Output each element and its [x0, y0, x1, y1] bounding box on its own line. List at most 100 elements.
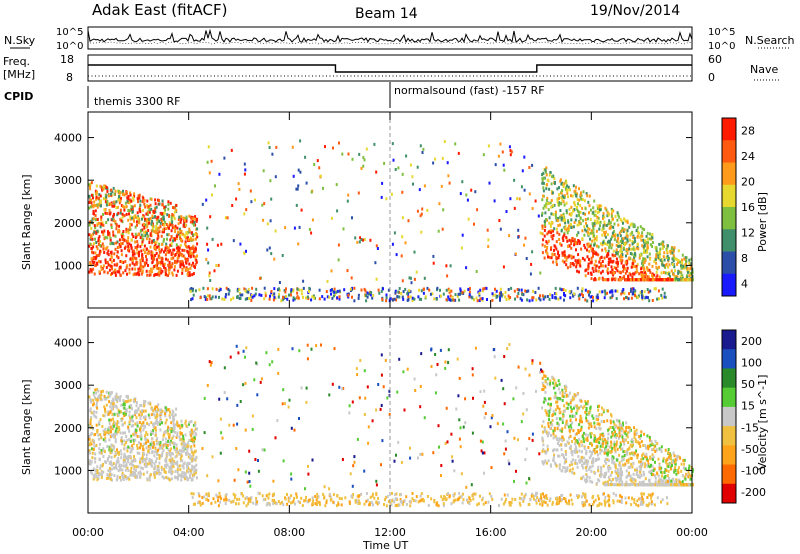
radar-pixel: [640, 290, 643, 293]
radar-pixel: [89, 409, 92, 413]
radar-pixel: [570, 254, 573, 258]
radar-pixel: [94, 214, 97, 218]
radar-pixel: [93, 441, 96, 445]
radar-pixel: [106, 251, 109, 255]
radar-pixel: [120, 233, 123, 237]
radar-pixel: [125, 435, 128, 438]
radar-pixel: [118, 428, 121, 432]
radar-pixel: [119, 199, 122, 203]
radar-pixel: [110, 418, 113, 422]
radar-pixel: [99, 418, 102, 422]
radar-pixel: [167, 246, 170, 250]
radar-pixel: [649, 243, 652, 247]
radar-pixel: [458, 298, 461, 302]
radar-pixel: [194, 423, 197, 427]
radar-pixel: [88, 270, 91, 274]
radar-pixel: [183, 471, 186, 475]
radar-pixel: [584, 269, 587, 273]
radar-pixel: [587, 242, 590, 246]
radar-pixel: [578, 240, 581, 244]
radar-pixel: [561, 183, 564, 187]
radar-pixel: [97, 259, 100, 263]
radar-pixel: [617, 436, 620, 440]
radar-pixel: [635, 432, 638, 436]
radar-pixel: [656, 278, 658, 282]
radar-pixel: [190, 216, 193, 220]
radar-pixel: [488, 181, 491, 185]
radar-pixel: [140, 404, 143, 408]
radar-pixel: [101, 221, 104, 225]
radar-pixel: [119, 191, 121, 195]
radar-pixel: [571, 398, 574, 402]
radar-pixel: [558, 437, 561, 441]
radar-pixel: [617, 278, 620, 282]
radar-pixel: [557, 250, 560, 254]
radar-pixel: [640, 267, 643, 271]
radar-pixel: [108, 411, 111, 415]
radar-pixel: [159, 441, 162, 444]
radar-pixel: [448, 289, 451, 292]
radar-pixel: [119, 265, 122, 269]
radar-pixel: [582, 294, 584, 297]
radar-pixel: [570, 213, 573, 217]
radar-pixel: [641, 244, 644, 248]
radar-pixel: [91, 427, 94, 431]
radar-pixel: [130, 404, 133, 408]
radar-pixel: [563, 260, 566, 264]
radar-pixel: [135, 401, 138, 404]
radar-pixel: [639, 235, 642, 239]
radar-pixel: [178, 464, 181, 468]
radar-pixel: [494, 287, 496, 291]
radar-pixel: [546, 183, 549, 187]
radar-pixel: [592, 254, 594, 258]
radar-pixel: [421, 151, 424, 154]
radar-pixel: [565, 209, 568, 213]
radar-pixel: [576, 450, 579, 454]
radar-pixel: [214, 184, 216, 188]
radar-pixel: [406, 292, 409, 296]
radar-pixel: [543, 228, 546, 232]
radar-pixel: [575, 193, 578, 197]
radar-pixel: [269, 294, 271, 298]
radar-pixel: [648, 237, 651, 241]
radar-pixel: [243, 287, 246, 291]
radar-pixel: [90, 425, 93, 429]
radar-pixel: [166, 258, 169, 262]
radar-pixel: [305, 296, 307, 300]
radar-pixel: [192, 250, 195, 254]
radar-pixel: [146, 251, 149, 255]
radar-pixel: [152, 257, 155, 261]
radar-pixel: [613, 277, 616, 281]
radar-pixel: [667, 265, 670, 269]
radar-pixel: [120, 439, 123, 443]
radar-pixel: [163, 265, 165, 269]
radar-pixel: [124, 400, 127, 404]
radar-pixel: [121, 215, 124, 219]
radar-pixel: [106, 189, 109, 193]
radar-pixel: [190, 252, 192, 256]
radar-pixel: [110, 252, 113, 255]
radar-pixel: [608, 478, 611, 481]
radar-pixel: [454, 293, 457, 297]
radar-pixel: [605, 249, 607, 253]
radar-pixel: [541, 177, 544, 181]
radar-pixel: [549, 171, 552, 175]
radar-pixel: [149, 402, 152, 406]
radar-pixel: [460, 246, 463, 250]
radar-pixel: [157, 448, 159, 452]
radar-pixel: [622, 230, 625, 233]
radar-pixel: [645, 266, 648, 270]
radar-pixel: [167, 448, 170, 452]
radar-pixel: [156, 468, 159, 472]
radar-pixel: [172, 424, 175, 428]
radar-pixel: [165, 272, 167, 276]
radar-pixel: [167, 439, 170, 443]
radar-pixel: [570, 239, 573, 243]
radar-pixel: [154, 253, 157, 257]
radar-pixel: [598, 206, 601, 210]
radar-pixel: [121, 212, 124, 216]
radar-pixel: [587, 262, 590, 266]
radar-pixel: [102, 223, 105, 227]
radar-pixel: [572, 209, 574, 213]
radar-pixel: [237, 182, 240, 186]
